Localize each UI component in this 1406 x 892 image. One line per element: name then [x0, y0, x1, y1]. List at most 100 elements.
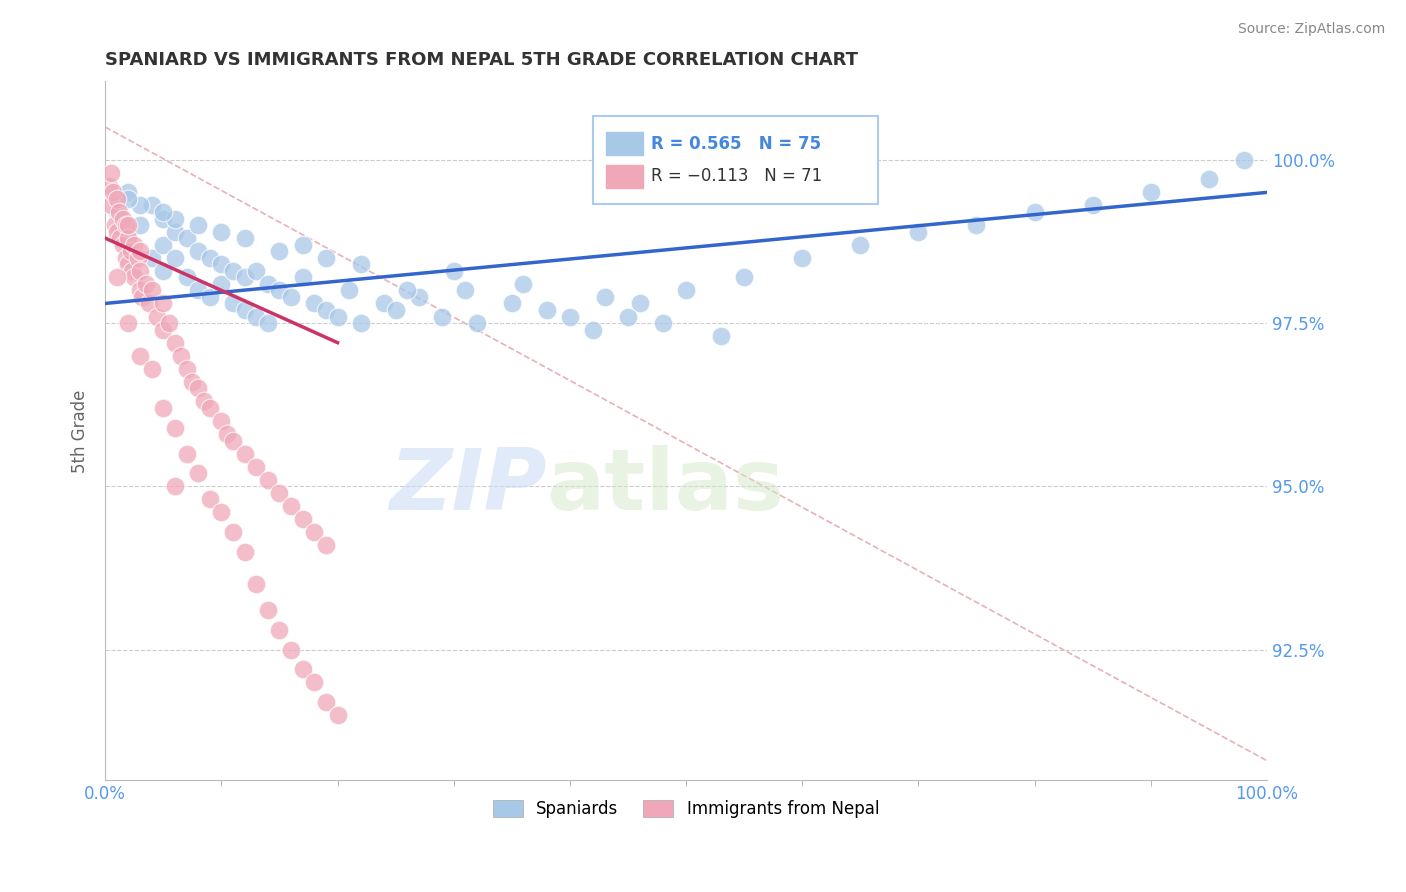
Point: [181, 375, 204, 389]
Point: [291, 512, 314, 526]
Point: [396, 284, 419, 298]
Point: [105, 270, 128, 285]
Point: [163, 335, 186, 350]
Point: [110, 231, 132, 245]
Point: [350, 316, 373, 330]
Point: [257, 603, 280, 617]
Point: [315, 251, 337, 265]
Point: [209, 225, 232, 239]
Point: [1233, 153, 1256, 167]
Point: [291, 662, 314, 676]
Point: [849, 237, 872, 252]
Point: [176, 270, 198, 285]
Point: [245, 264, 267, 278]
Point: [198, 492, 221, 507]
Point: [454, 284, 477, 298]
Point: [315, 303, 337, 318]
Point: [120, 244, 142, 259]
Point: [193, 394, 215, 409]
Point: [269, 486, 291, 500]
Point: [176, 447, 198, 461]
Point: [326, 310, 349, 324]
Point: [257, 277, 280, 291]
Point: [966, 218, 988, 232]
Point: [163, 420, 186, 434]
Point: [710, 329, 733, 343]
Point: [129, 264, 152, 278]
Point: [269, 244, 291, 259]
Point: [233, 447, 256, 461]
Point: [129, 244, 152, 259]
Point: [152, 296, 174, 310]
Point: [582, 322, 605, 336]
Point: [105, 192, 128, 206]
Point: [129, 284, 152, 298]
Point: [628, 296, 651, 310]
Point: [326, 708, 349, 723]
Point: [280, 290, 302, 304]
Point: [1024, 205, 1046, 219]
Point: [129, 218, 152, 232]
FancyBboxPatch shape: [606, 165, 643, 187]
Point: [233, 544, 256, 558]
Point: [280, 642, 302, 657]
Point: [115, 251, 138, 265]
Point: [304, 296, 326, 310]
Text: SPANIARD VS IMMIGRANTS FROM NEPAL 5TH GRADE CORRELATION CHART: SPANIARD VS IMMIGRANTS FROM NEPAL 5TH GR…: [105, 51, 858, 69]
Point: [163, 225, 186, 239]
Point: [257, 316, 280, 330]
Point: [111, 211, 134, 226]
Point: [117, 231, 139, 245]
Point: [152, 264, 174, 278]
Point: [651, 316, 673, 330]
Point: [257, 473, 280, 487]
Point: [315, 695, 337, 709]
Point: [217, 427, 239, 442]
Point: [152, 401, 174, 415]
Y-axis label: 5th Grade: 5th Grade: [72, 389, 89, 473]
Text: Source: ZipAtlas.com: Source: ZipAtlas.com: [1237, 22, 1385, 37]
Point: [129, 349, 152, 363]
Point: [408, 290, 430, 304]
Point: [131, 290, 153, 304]
Point: [733, 270, 755, 285]
Point: [129, 198, 152, 212]
Point: [675, 284, 697, 298]
Point: [222, 524, 245, 539]
Point: [233, 270, 256, 285]
Point: [222, 434, 245, 448]
Point: [117, 186, 139, 200]
Point: [122, 270, 145, 285]
Point: [141, 251, 163, 265]
Point: [501, 296, 523, 310]
Point: [222, 296, 245, 310]
Point: [117, 231, 139, 245]
Text: R = −0.113   N = 71: R = −0.113 N = 71: [651, 168, 823, 186]
Point: [209, 506, 232, 520]
Point: [103, 218, 125, 232]
Point: [209, 277, 232, 291]
Point: [198, 401, 221, 415]
Point: [512, 277, 534, 291]
Point: [103, 186, 125, 200]
Point: [1081, 198, 1104, 212]
Point: [117, 218, 139, 232]
Point: [135, 277, 157, 291]
Point: [430, 310, 453, 324]
Point: [100, 198, 122, 212]
Point: [315, 538, 337, 552]
Point: [233, 231, 256, 245]
Point: [373, 296, 395, 310]
Point: [170, 349, 193, 363]
Point: [141, 361, 163, 376]
Point: [907, 225, 929, 239]
Point: [163, 211, 186, 226]
Point: [337, 284, 360, 298]
Point: [176, 231, 198, 245]
Point: [792, 251, 814, 265]
Point: [111, 237, 134, 252]
Point: [117, 316, 139, 330]
Point: [304, 524, 326, 539]
Point: [291, 237, 314, 252]
Text: ZIP: ZIP: [389, 445, 547, 528]
